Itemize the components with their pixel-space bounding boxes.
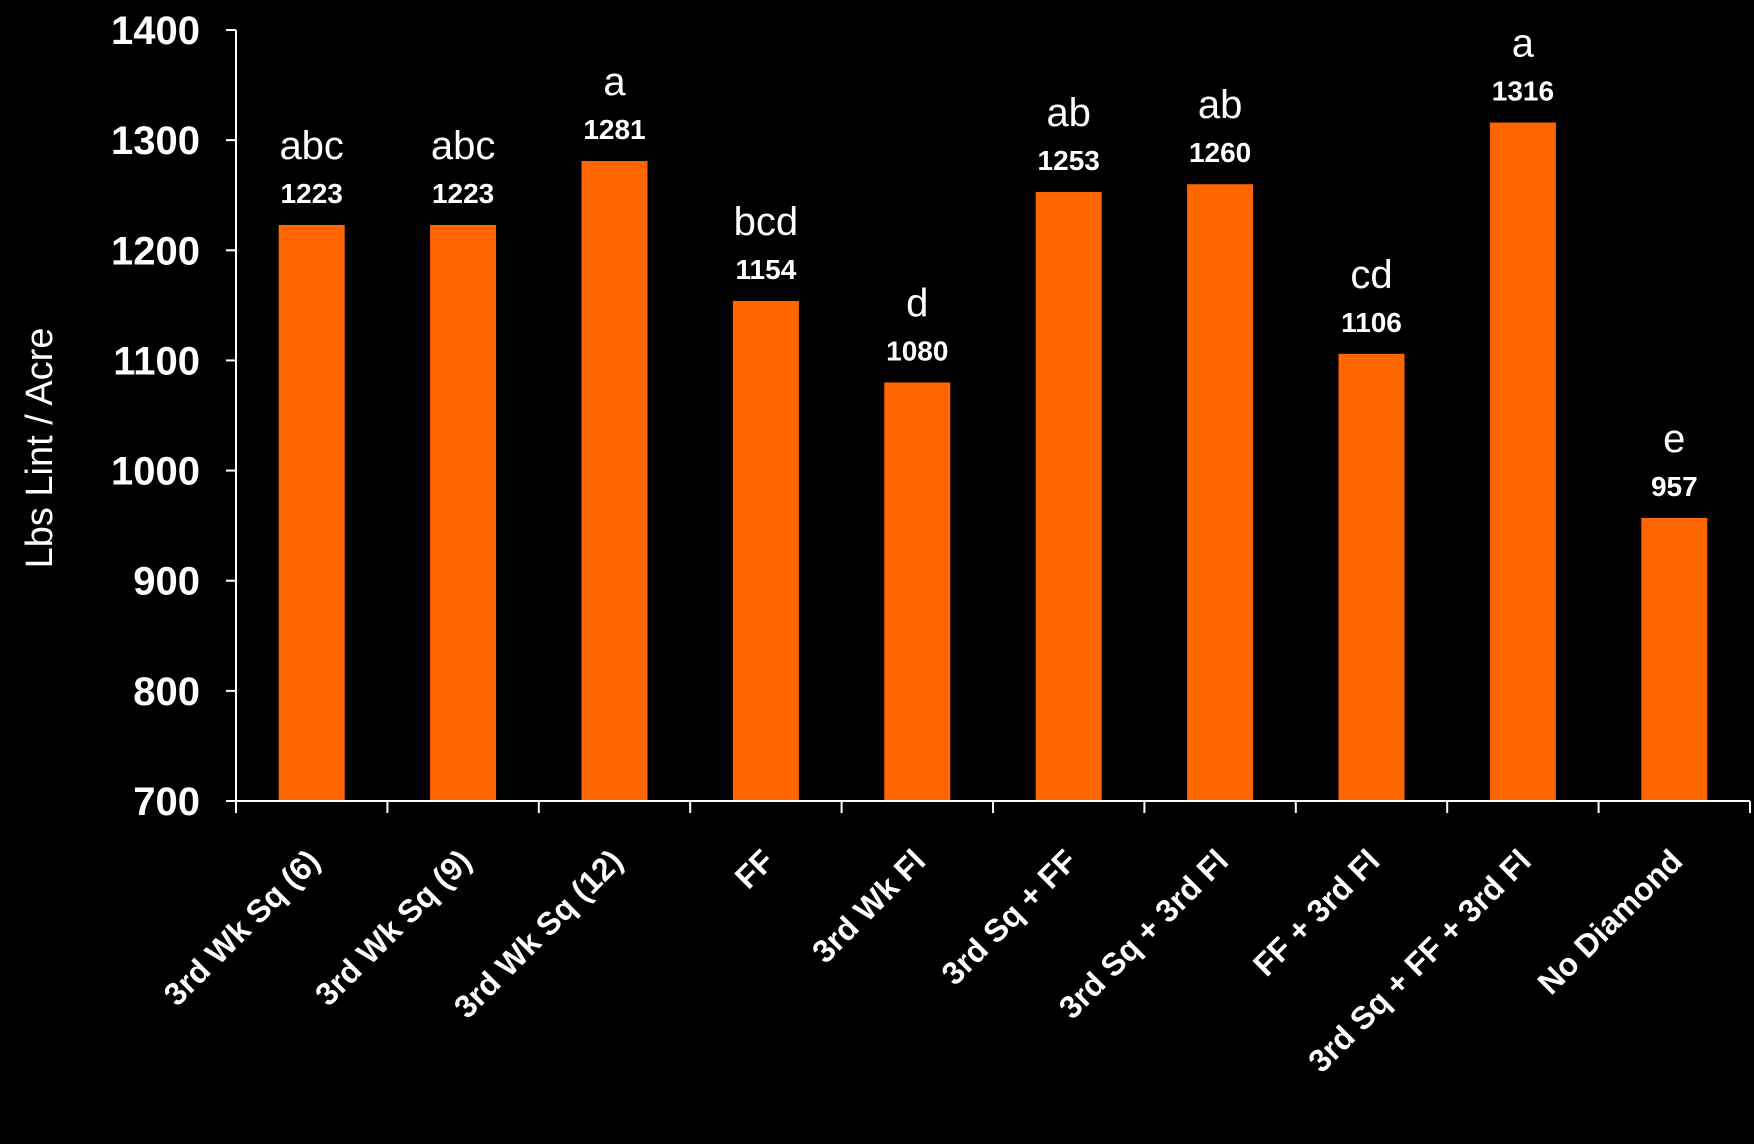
data-label: 1106: [1341, 307, 1402, 338]
bar: [278, 224, 345, 801]
significance-letter: a: [1512, 22, 1535, 66]
y-tick-label: 1400: [111, 9, 200, 53]
significance-letter: cd: [1350, 253, 1392, 297]
significance-letter: bcd: [734, 200, 799, 244]
bar: [1338, 353, 1405, 801]
bar: [1187, 184, 1254, 801]
significance-letter: ab: [1046, 91, 1091, 135]
data-label: 1223: [281, 178, 343, 209]
y-axis-label: Lbs Lint / Acre: [19, 328, 61, 569]
data-label: 957: [1651, 471, 1698, 502]
y-tick-label: 800: [133, 670, 200, 714]
significance-letter: abc: [279, 124, 344, 168]
significance-letter: a: [603, 60, 626, 104]
data-label: 1080: [886, 335, 948, 366]
bars-layer: [278, 122, 1708, 801]
significance-letter: ab: [1198, 83, 1243, 127]
bar: [1489, 122, 1556, 801]
axes-layer: [226, 29, 1751, 813]
y-tick-label: 900: [133, 560, 200, 604]
significance-letter: d: [906, 281, 928, 325]
data-label: 1154: [736, 254, 797, 285]
bar: [1641, 517, 1708, 801]
data-label: 1253: [1038, 145, 1100, 176]
y-tick-label: 1200: [111, 229, 200, 273]
bar: [1035, 191, 1102, 801]
y-tick-label: 700: [133, 780, 200, 824]
data-label: 1223: [432, 178, 494, 209]
significance-letter: e: [1663, 417, 1685, 461]
y-tick-label: 1000: [111, 450, 200, 494]
data-label: 1260: [1189, 137, 1251, 168]
bar: [430, 224, 497, 801]
y-tick-label: 1100: [113, 339, 200, 383]
data-label: 1281: [583, 114, 645, 145]
bar: [581, 161, 648, 801]
data-label: 1316: [1492, 76, 1554, 107]
bar: [732, 300, 799, 801]
significance-letter: abc: [431, 124, 496, 168]
bar: [884, 382, 951, 801]
y-tick-label: 1300: [111, 119, 200, 163]
